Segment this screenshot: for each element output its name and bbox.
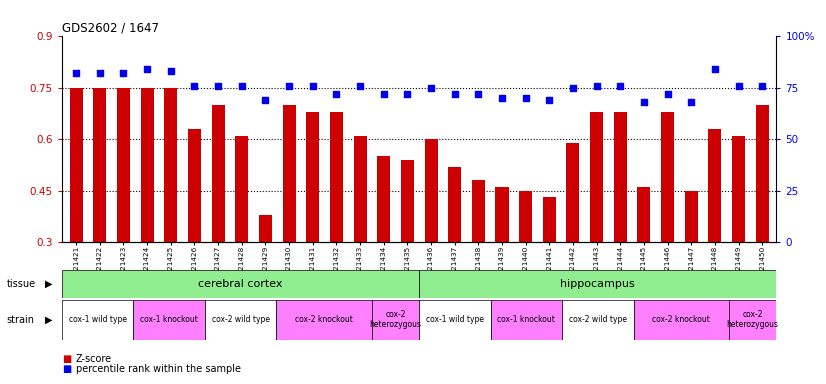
Bar	[69, 88, 83, 242]
Bar	[634, 300, 729, 340]
Text: cox-2
heterozygous: cox-2 heterozygous	[727, 310, 779, 329]
Bar	[638, 187, 650, 242]
Text: Z-score: Z-score	[76, 354, 112, 364]
Bar	[205, 300, 276, 340]
Bar	[472, 180, 485, 242]
Text: strain: strain	[7, 314, 35, 325]
Text: cox-1 knockout: cox-1 knockout	[497, 315, 555, 324]
Point	[354, 83, 367, 89]
Text: GDS2602 / 1647: GDS2602 / 1647	[62, 21, 159, 34]
Point	[282, 83, 296, 89]
Point	[661, 91, 674, 97]
Point	[188, 83, 201, 89]
Bar	[276, 300, 372, 340]
Text: cox-2 knockout: cox-2 knockout	[653, 315, 710, 324]
Bar	[62, 300, 133, 340]
Bar	[117, 88, 130, 242]
Point	[756, 83, 769, 89]
Point	[425, 85, 438, 91]
Text: ■: ■	[62, 354, 71, 364]
Point	[638, 99, 651, 105]
Text: cox-1 knockout: cox-1 knockout	[140, 315, 198, 324]
Bar	[401, 160, 414, 242]
Text: percentile rank within the sample: percentile rank within the sample	[76, 364, 241, 374]
Point	[732, 83, 745, 89]
Point	[93, 70, 107, 76]
Bar	[425, 139, 438, 242]
Text: hippocampus: hippocampus	[561, 279, 635, 289]
Point	[116, 70, 130, 76]
Bar	[614, 112, 627, 242]
Bar	[259, 215, 272, 242]
Bar	[496, 187, 509, 242]
Point	[235, 83, 249, 89]
Bar	[729, 300, 776, 340]
Point	[496, 95, 509, 101]
Bar	[419, 300, 491, 340]
Text: cox-1 wild type: cox-1 wild type	[69, 315, 126, 324]
Text: ■: ■	[62, 364, 71, 374]
Bar	[235, 136, 249, 242]
Bar	[93, 88, 107, 242]
Point	[543, 97, 556, 103]
Bar	[709, 129, 721, 242]
Bar	[732, 136, 745, 242]
Bar	[756, 105, 769, 242]
Bar	[543, 197, 556, 242]
Bar	[354, 136, 367, 242]
Bar	[562, 300, 634, 340]
Bar	[491, 300, 562, 340]
Text: cox-1 wild type: cox-1 wild type	[426, 315, 484, 324]
Point	[211, 83, 225, 89]
Point	[472, 91, 485, 97]
Point	[614, 83, 627, 89]
Text: ▶: ▶	[45, 279, 52, 289]
Text: cox-2
heterozygous: cox-2 heterozygous	[369, 310, 421, 329]
Point	[567, 85, 580, 91]
Bar	[377, 156, 390, 242]
Bar	[590, 112, 603, 242]
Point	[377, 91, 391, 97]
Bar	[282, 105, 296, 242]
Text: cox-2 wild type: cox-2 wild type	[211, 315, 269, 324]
Text: cox-2 wild type: cox-2 wild type	[569, 315, 627, 324]
Bar	[133, 300, 205, 340]
Bar	[330, 112, 343, 242]
Bar	[661, 112, 674, 242]
Bar	[419, 270, 776, 298]
Point	[709, 66, 722, 73]
Bar	[520, 190, 532, 242]
Text: cerebral cortex: cerebral cortex	[198, 279, 282, 289]
Point	[685, 99, 698, 105]
Bar	[188, 129, 201, 242]
Bar	[685, 190, 698, 242]
Bar	[306, 112, 319, 242]
Bar	[140, 88, 154, 242]
Text: cox-2 knockout: cox-2 knockout	[295, 315, 353, 324]
Point	[401, 91, 414, 97]
Point	[259, 97, 272, 103]
Bar	[62, 270, 419, 298]
Bar	[372, 300, 419, 340]
Bar	[164, 88, 178, 242]
Point	[69, 70, 83, 76]
Point	[330, 91, 343, 97]
Point	[164, 68, 178, 74]
Bar	[449, 167, 461, 242]
Point	[306, 83, 320, 89]
Point	[448, 91, 461, 97]
Text: ▶: ▶	[45, 314, 52, 325]
Text: tissue: tissue	[7, 279, 36, 289]
Point	[140, 66, 154, 73]
Point	[590, 83, 603, 89]
Bar	[567, 142, 580, 242]
Bar	[211, 105, 225, 242]
Point	[519, 95, 532, 101]
